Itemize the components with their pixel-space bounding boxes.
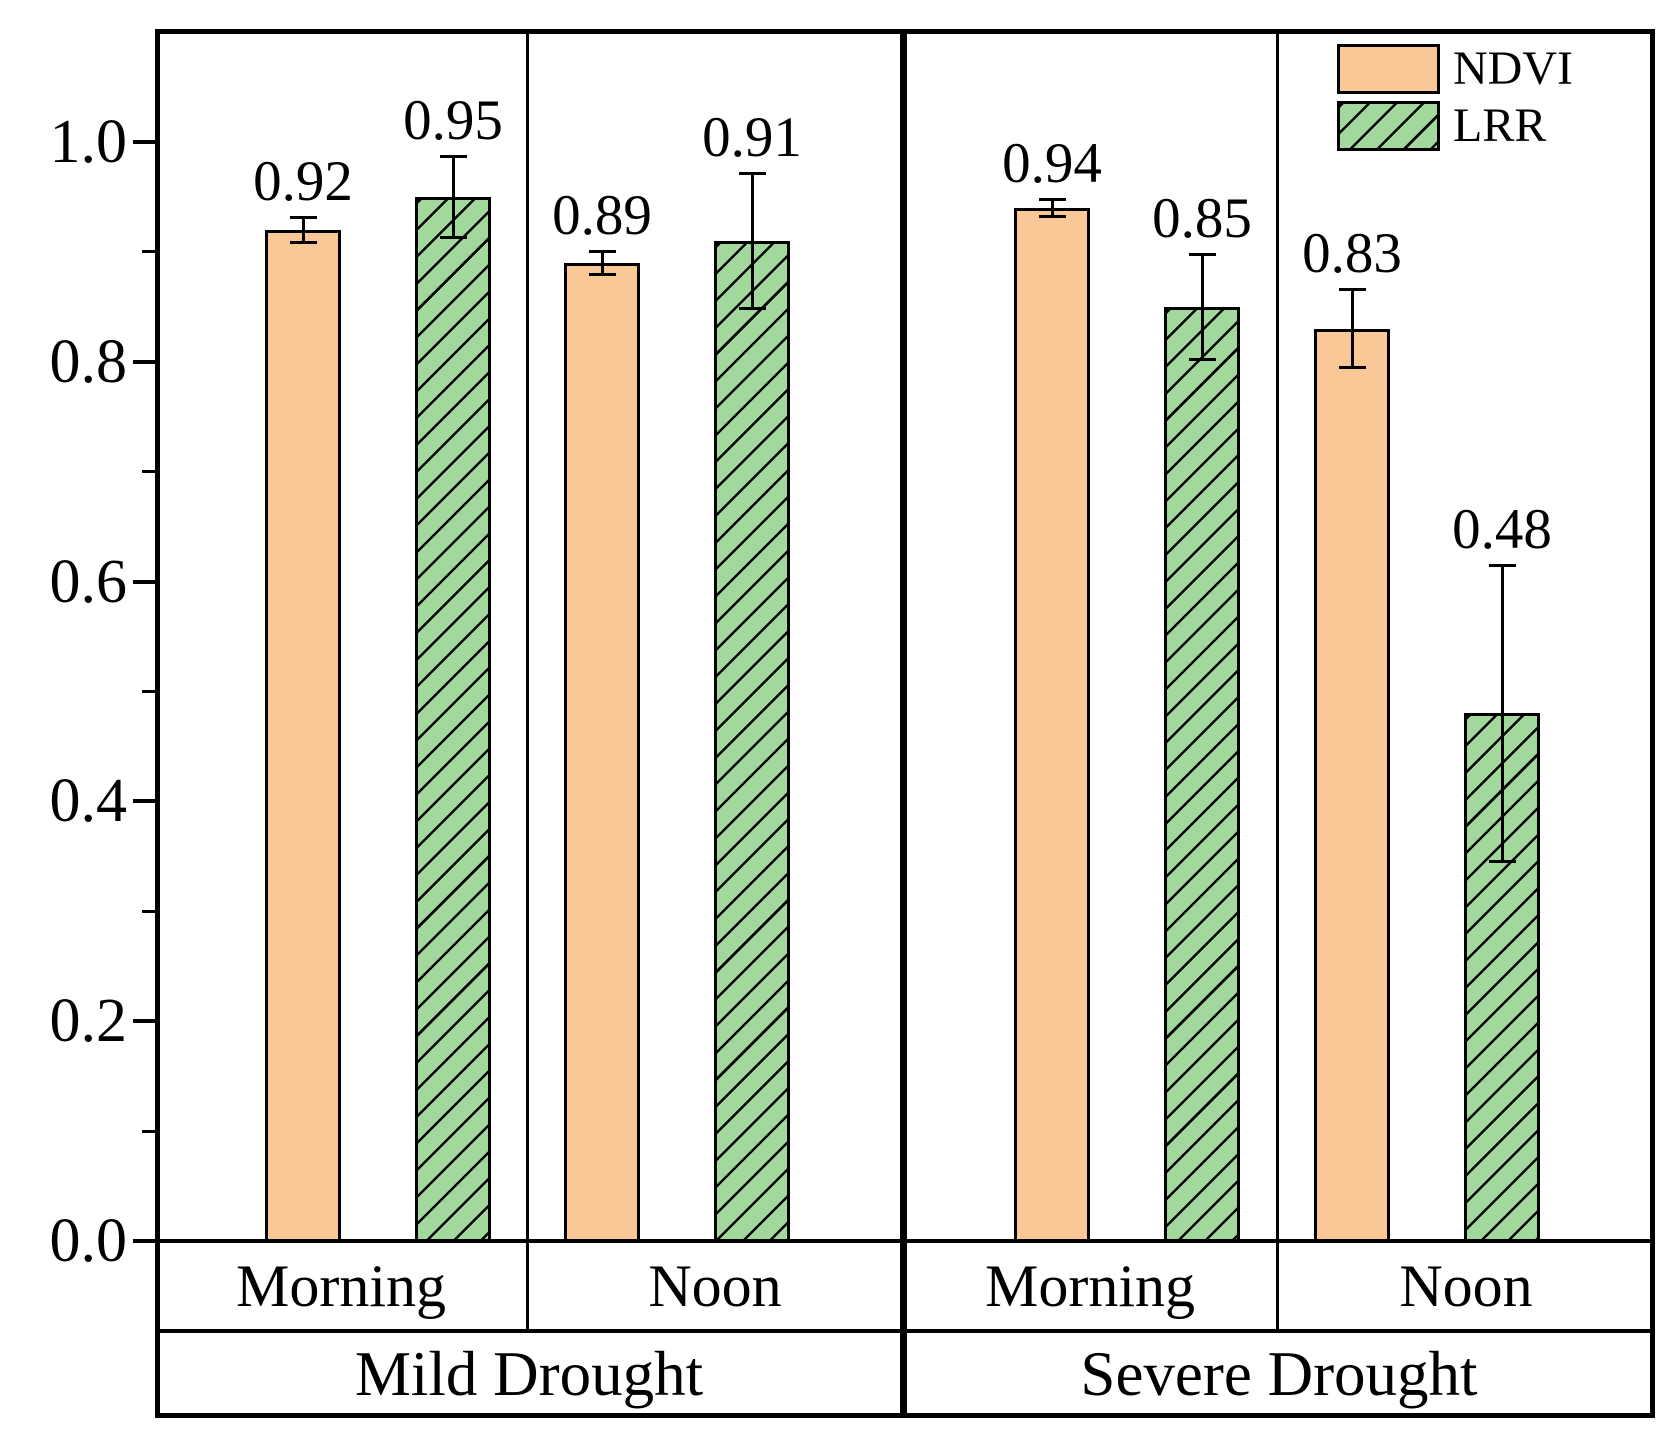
y-tick-label: 0.0: [49, 1207, 128, 1275]
panel-divider: [1275, 29, 1279, 1331]
error-bar-cap-bottom: [1488, 859, 1516, 863]
group-label: Mild Drought: [354, 1339, 704, 1409]
panel-divider: [525, 29, 529, 1331]
legend: NDVI LRR: [155, 29, 1655, 1418]
error-bar-cap-bottom: [289, 241, 317, 245]
plot-area: Morning 0.92 0.95 Noon 0.89 0.91 Mild Drought M…: [155, 29, 1655, 1418]
legend-swatch-lrr: [1337, 101, 1440, 151]
error-bar-cap-top: [439, 155, 467, 159]
bar-lrr: [714, 240, 790, 1243]
error-bar-line: [301, 216, 305, 244]
y-tick-label: 0.4: [49, 767, 128, 836]
y-minor-tick: [142, 1129, 155, 1133]
bar-lrr: [415, 196, 491, 1243]
value-label: 0.95: [403, 89, 503, 153]
value-label: 0.85: [1152, 187, 1252, 251]
error-bar-line: [451, 156, 455, 238]
error-bar-cap-top: [738, 171, 766, 175]
error-bar-cap-bottom: [1338, 366, 1366, 370]
bar-ndvi: [1014, 207, 1090, 1243]
error-bar-line: [600, 250, 604, 275]
category-label: Noon: [1399, 1253, 1533, 1319]
value-label: 0.89: [552, 183, 652, 247]
legend-label-lrr: LRR: [1453, 99, 1547, 152]
error-bar-cap-top: [289, 215, 317, 219]
error-bar-line: [1500, 565, 1504, 862]
axis-row-separator: [155, 1329, 1655, 1333]
value-label: 0.83: [1302, 222, 1402, 286]
y-major-tick: [133, 140, 155, 144]
y-minor-tick: [142, 690, 155, 693]
error-bar-line: [1050, 199, 1054, 217]
y-tick-label: 0.8: [49, 327, 128, 396]
error-bar-cap-top: [1188, 253, 1216, 257]
legend-swatch-ndvi: [1337, 44, 1440, 94]
category-label: Morning: [236, 1253, 446, 1319]
bar-ndvi: [1314, 328, 1390, 1243]
y-minor-tick: [142, 250, 155, 254]
y-minor-tick: [142, 470, 155, 474]
y-tick-label: 0.6: [49, 547, 128, 616]
value-label: 0.94: [1002, 132, 1102, 196]
value-label: 0.48: [1452, 498, 1552, 562]
value-label: 0.91: [702, 105, 802, 169]
error-bar-cap-top: [588, 249, 616, 253]
y-major-tick: [133, 799, 155, 804]
category-label: Noon: [648, 1253, 782, 1319]
error-bar-cap-bottom: [1038, 214, 1066, 218]
bar-ndvi: [564, 262, 640, 1243]
y-tick-label: 1.0: [49, 108, 128, 176]
group-divider: [899, 29, 907, 1418]
bar-lrr: [1164, 306, 1240, 1243]
error-bar-cap-bottom: [738, 307, 766, 311]
legend-label-ndvi: NDVI: [1453, 42, 1573, 95]
bar-ndvi: [265, 229, 341, 1243]
error-bar-cap-top: [1338, 288, 1366, 292]
y-major-tick: [133, 1239, 155, 1243]
y-major-tick: [133, 1019, 155, 1024]
error-bar-line: [1200, 254, 1204, 360]
y-tick-label: 0.2: [49, 987, 128, 1056]
plot-box: Morning 0.92 0.95 Noon 0.89 0.91 Mild Drought M…: [155, 29, 1655, 1418]
error-bar-cap-bottom: [1188, 357, 1216, 361]
error-bar-cap-top: [1038, 198, 1066, 202]
error-bar-line: [750, 172, 754, 310]
group-label: Severe Drought: [1080, 1339, 1478, 1409]
x-axis-baseline: [155, 1239, 1655, 1243]
error-bar-cap-bottom: [588, 272, 616, 276]
y-major-tick: [133, 579, 155, 584]
error-bar-cap-top: [1488, 564, 1516, 568]
category-label: Morning: [985, 1253, 1195, 1319]
y-minor-tick: [142, 909, 155, 913]
error-bar-cap-bottom: [439, 235, 467, 239]
value-label: 0.92: [253, 149, 353, 213]
error-bar-line: [1350, 289, 1354, 369]
y-major-tick: [133, 359, 155, 364]
